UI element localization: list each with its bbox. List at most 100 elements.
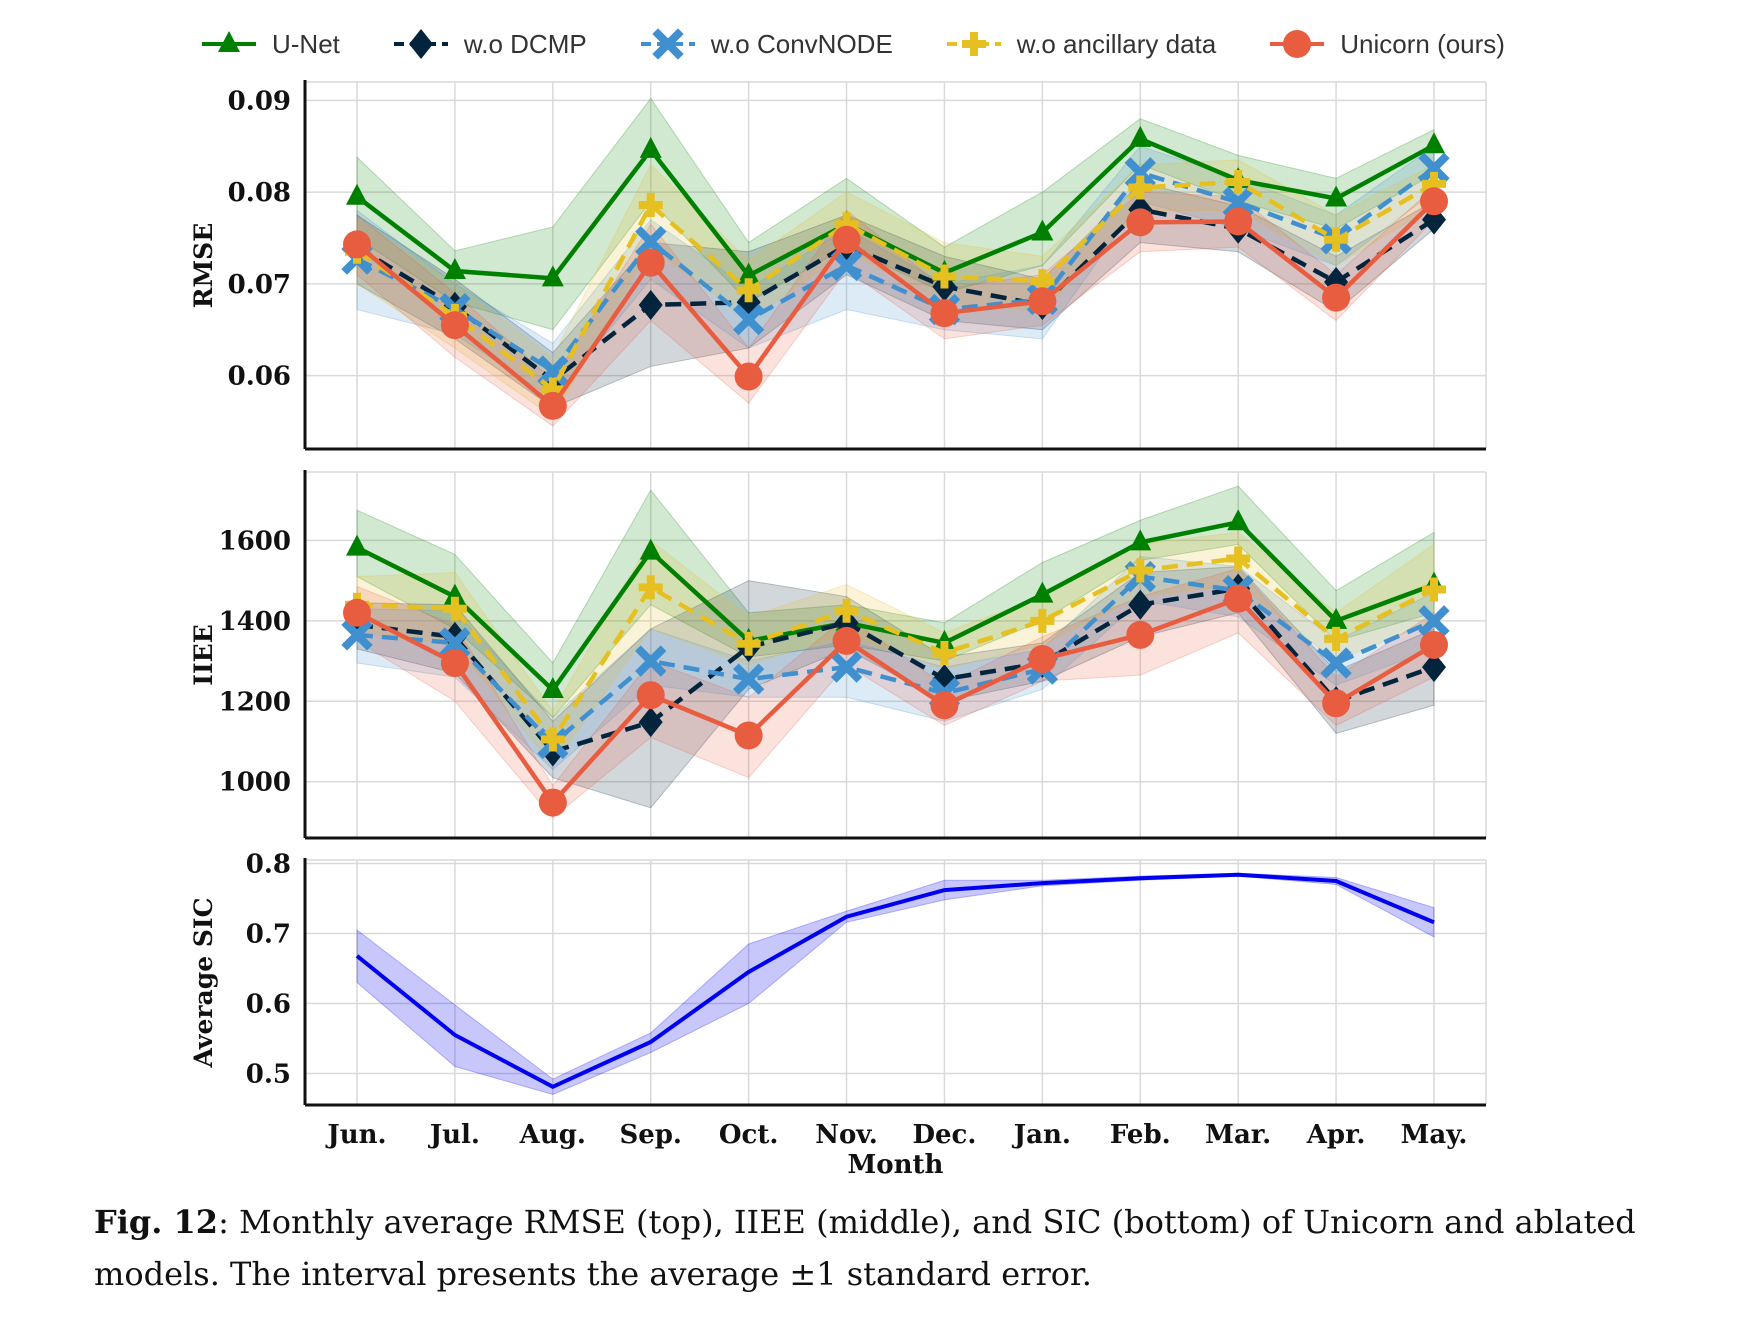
data-point (1418, 605, 1450, 637)
data-point (1129, 529, 1152, 551)
data-point (1222, 186, 1254, 218)
x-axis-label: Month (848, 1150, 944, 1180)
data-point (1324, 626, 1349, 651)
data-point (442, 596, 467, 621)
y-tick-label: 1600 (219, 526, 291, 556)
x-tick-label: Jul. (428, 1120, 480, 1150)
data-point (538, 788, 567, 817)
legend-item: w.o ConvNODE (639, 24, 893, 64)
series-line (356, 574, 1435, 747)
x-tick-label: Aug. (519, 1120, 586, 1150)
series-line (355, 872, 1435, 1090)
data-point (930, 299, 959, 328)
y-axis-label: IIEE (189, 624, 218, 686)
y-tick-label: 1200 (219, 687, 291, 717)
data-point (1226, 546, 1251, 571)
series-line (356, 586, 1435, 755)
data-point (346, 183, 368, 205)
data-point (639, 538, 662, 560)
y-axis-label: RMSE (189, 223, 218, 309)
data-point (638, 192, 663, 217)
legend-label: U-Net (272, 28, 340, 59)
legend: U-Net w.o DCMP w.o ConvNODE w.o ancillary d… (200, 22, 1557, 66)
data-point (1224, 207, 1253, 236)
legend-label: w.o DCMP (463, 28, 587, 59)
error-band (356, 872, 1435, 1096)
data-point (1227, 509, 1250, 531)
y-tick-label: 0.7 (246, 920, 291, 950)
figure: 0.06 0.07 0.08 0.09 RMSE 1000 1200 1400 1600 IIEE… (189, 80, 1487, 1180)
legend-marker-circle-icon (1283, 30, 1312, 58)
panel-average-sic: 0.5 0.6 0.7 0.8 Average SIC Jun. Jul. Aug. Sep. O… (189, 850, 1487, 1180)
data-point (540, 727, 565, 752)
data-point (734, 721, 763, 750)
data-point (736, 278, 761, 303)
x-tick-label: Mar. (1205, 1120, 1271, 1150)
data-point (636, 248, 665, 277)
data-point (1128, 175, 1153, 200)
data-point (1124, 157, 1156, 189)
error-band (356, 485, 1435, 719)
y-tick-label: 1000 (219, 768, 291, 798)
legend-swatch (202, 31, 256, 52)
data-point (1322, 283, 1351, 312)
legend-marker-diamond-icon (408, 29, 433, 59)
data-point (1418, 152, 1450, 184)
data-point (1422, 577, 1446, 602)
data-point (343, 230, 371, 259)
x-tick-label: Feb. (1110, 1120, 1171, 1150)
data-point (832, 626, 861, 655)
series-line (355, 199, 1436, 410)
data-point (1224, 584, 1253, 613)
data-point (1129, 125, 1152, 147)
series-line (355, 207, 1436, 384)
data-point (346, 534, 368, 556)
legend-item: U-Net (200, 24, 340, 64)
data-point (1128, 589, 1153, 620)
data-point (1420, 630, 1448, 659)
legend-label: w.o ConvNODE (710, 28, 893, 59)
legend-swatch (1270, 30, 1325, 58)
y-tick-label: 0.8 (246, 850, 291, 880)
series-line (355, 166, 1436, 375)
legend-marker-plus-filled-icon (961, 32, 986, 56)
data-point (638, 289, 663, 320)
data-point (341, 619, 373, 651)
data-point (1325, 185, 1348, 207)
x-tick-label: Jan. (1012, 1120, 1071, 1150)
data-point (541, 676, 564, 698)
data-point (639, 136, 662, 158)
data-point (834, 598, 859, 623)
panel-iiee: 1000 1200 1400 1600 IIEE (189, 470, 1487, 840)
caption-text: : Monthly average RMSE (top), IIEE (midd… (94, 1203, 1636, 1293)
y-tick-label: 0.08 (228, 178, 291, 208)
legend-marker-x-filled-icon (652, 28, 684, 60)
data-point (538, 391, 567, 420)
data-point (541, 265, 564, 287)
series-line (355, 596, 1436, 807)
data-point (932, 640, 957, 665)
x-tick-label: Oct. (719, 1120, 779, 1150)
data-point (638, 707, 663, 738)
data-point (930, 691, 959, 720)
data-point (1126, 208, 1155, 237)
data-point (439, 627, 471, 659)
legend-label: Unicorn (ours) (1340, 28, 1505, 59)
x-tick-label: Dec. (912, 1120, 976, 1150)
data-point (932, 264, 957, 289)
data-point (830, 651, 863, 683)
data-point (1028, 645, 1057, 674)
legend-swatch (946, 32, 1001, 56)
series-line (355, 179, 1436, 393)
y-tick-label: 0.09 (228, 86, 291, 116)
data-point (830, 249, 863, 282)
y-tick-label: 1400 (219, 607, 291, 637)
data-point (1423, 132, 1445, 154)
legend-swatch (640, 28, 695, 60)
panel-rmse: 0.06 0.07 0.08 0.09 RMSE (189, 80, 1487, 451)
legend-item: Unicorn (ours) (1268, 24, 1505, 64)
data-point (1420, 187, 1448, 216)
data-point (737, 262, 760, 284)
x-tick-label: Jun. (325, 1120, 386, 1150)
data-point (1325, 607, 1348, 629)
